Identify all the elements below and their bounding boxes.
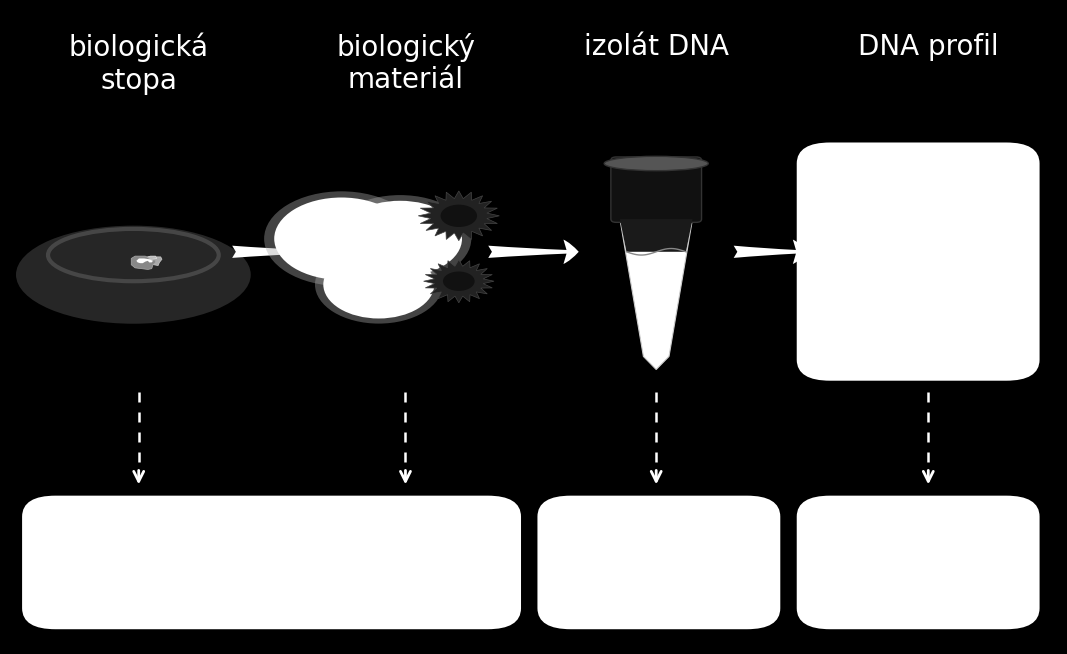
Circle shape (338, 201, 462, 277)
Polygon shape (620, 219, 692, 370)
FancyBboxPatch shape (798, 144, 1038, 379)
Polygon shape (424, 260, 494, 303)
FancyBboxPatch shape (23, 497, 520, 628)
Text: DNA profil: DNA profil (858, 33, 999, 61)
Polygon shape (146, 257, 162, 266)
Text: biologická
stopa: biologická stopa (68, 33, 209, 95)
FancyBboxPatch shape (539, 497, 779, 628)
Circle shape (323, 250, 434, 318)
Text: izolát DNA: izolát DNA (584, 33, 729, 61)
Circle shape (265, 192, 418, 286)
Polygon shape (142, 256, 157, 260)
Circle shape (441, 205, 477, 227)
Polygon shape (620, 219, 692, 252)
Circle shape (329, 195, 472, 283)
Circle shape (443, 271, 475, 291)
Ellipse shape (604, 156, 708, 171)
Circle shape (315, 245, 443, 324)
Polygon shape (137, 258, 153, 263)
FancyBboxPatch shape (610, 157, 702, 222)
Ellipse shape (16, 226, 251, 324)
Polygon shape (418, 191, 499, 241)
FancyBboxPatch shape (798, 497, 1038, 628)
Circle shape (274, 198, 409, 280)
Polygon shape (131, 256, 156, 269)
Text: biologický
materiál: biologický materiál (336, 33, 475, 94)
